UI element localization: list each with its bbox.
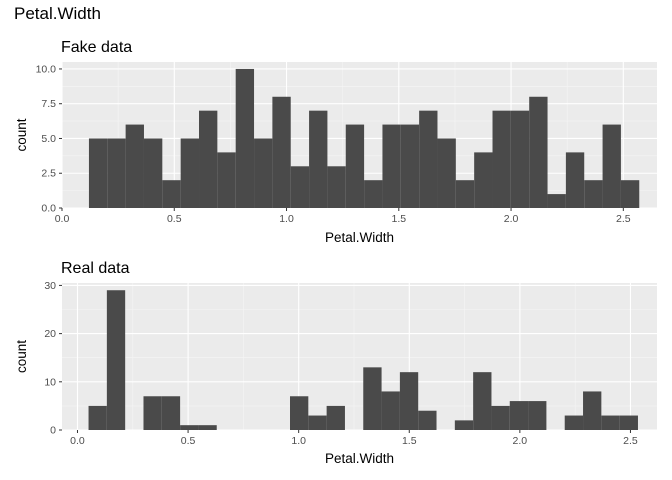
fake-chart-title: Fake data [61,39,132,56]
real-x-tick-label: 2.5 [623,435,638,447]
real-histogram-bar [491,405,510,430]
fake-y-tick-label: 2.5 [41,168,56,180]
fake-histogram-bar [547,194,566,208]
fake-histogram-bar [510,110,530,208]
real-y-tick-label: 10 [44,376,56,388]
real-x-tick-label: 0.0 [70,435,85,447]
fake-histogram-bar [345,124,365,208]
fake-x-tick-label: 2.0 [504,213,519,225]
fake-data-panel: 0.0 0.5 1.0 1.5 2.0 2.5 0.0 2.5 5.0 7.5 10.0 Fake d… [14,39,657,245]
real-y-tick-label: 0 [50,425,56,437]
real-y-axis-title: count [14,340,29,373]
real-y-tick-label: 30 [44,280,56,292]
real-chart-title: Real data [61,260,130,277]
page-title: Petal.Width [14,4,101,23]
fake-y-tick-label: 5.0 [41,133,56,145]
fake-histogram-bar [382,124,401,208]
fake-histogram-bar [180,138,200,208]
fake-histogram-bar [364,180,383,208]
fake-histogram-bar [620,180,640,208]
fake-histogram-bar [125,124,144,208]
fake-x-tick-label: 1.0 [279,213,294,225]
fake-histogram-bar [437,138,456,208]
real-x-tick-label: 1.0 [291,435,306,447]
real-histogram-bar [564,415,584,430]
fake-histogram-bar [290,166,310,208]
real-histogram-bar [418,410,437,430]
fake-x-tick-label: 0.5 [167,213,182,225]
fake-x-axis-title: Petal.Width [325,230,394,245]
fake-histogram-bar [474,152,493,208]
fake-histogram-bar [327,166,346,208]
real-histogram-bar [308,415,327,430]
real-x-axis-title: Petal.Width [325,451,394,466]
real-histogram-bar [454,420,474,430]
real-x-tick-label: 0.5 [181,435,196,447]
real-histogram-bar [198,425,217,430]
real-histogram-bar [88,405,107,430]
real-histogram-bar [381,391,400,430]
fake-histogram-bar [602,124,621,208]
real-histogram-bar [619,415,638,430]
fake-histogram-bar [88,138,108,208]
real-x-tick-label: 2.0 [513,435,528,447]
fake-histogram-bar [492,110,511,208]
fake-histogram-bar [107,138,126,208]
real-histogram-bar [161,396,181,430]
fake-histogram-bar [400,124,420,208]
fake-histogram-bar [309,110,328,208]
real-x-tick-label: 1.5 [402,435,417,447]
real-y-tick-label: 20 [44,328,56,340]
real-histogram-bar [290,396,309,430]
fake-histogram-bar [455,180,475,208]
real-histogram-bar [528,401,547,430]
real-histogram-bar [473,372,492,430]
fake-x-tick-label: 0.0 [55,213,70,225]
fake-histogram-bar [217,152,236,208]
fake-histogram-bar [143,138,163,208]
real-data-panel: 0.0 0.5 1.0 1.5 2.0 2.5 0 10 20 30 Real data Petal.… [14,260,657,466]
real-histogram-bar [106,290,126,430]
real-histogram-bar [363,367,382,430]
fake-x-tick-label: 2.5 [616,213,631,225]
fake-histogram-bar [254,138,273,208]
fake-y-tick-label: 7.5 [41,98,56,110]
fake-histogram-bar [199,110,218,208]
fake-histogram-bar [419,110,438,208]
fake-histogram-bar [565,152,585,208]
fake-y-axis-title: count [14,118,29,151]
real-histogram-bar [326,405,345,430]
fake-histogram-bar [235,68,255,208]
fake-y-tick-label: 0.0 [41,203,56,215]
fake-x-tick-label: 1.5 [391,213,406,225]
fake-histogram-bar [272,96,291,208]
real-histogram-bar [509,401,529,430]
real-histogram-bar [601,415,620,430]
fake-histogram-bar [584,180,603,208]
real-histogram-bar [583,391,602,430]
real-histogram-bar [399,372,419,430]
fake-histogram-bar [529,96,548,208]
real-histogram-bar [180,425,199,430]
real-histogram-bar [143,396,162,430]
fake-histogram-bar [162,180,181,208]
fake-y-tick-label: 10.0 [36,63,57,75]
